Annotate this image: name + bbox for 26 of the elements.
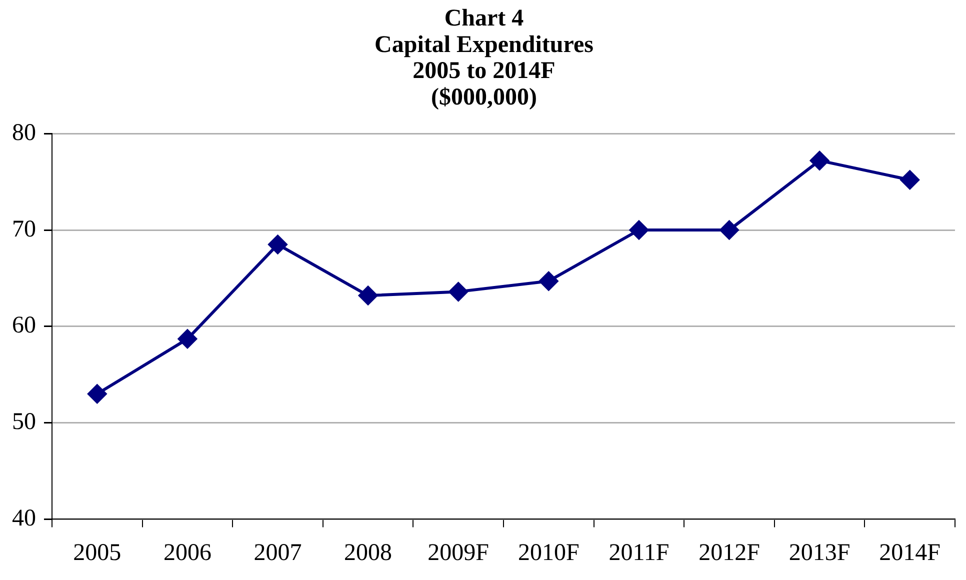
x-tick-label: 2011F: [608, 540, 670, 566]
point: [539, 272, 558, 291]
point: [900, 170, 920, 190]
x-tick-label: 2009F: [428, 540, 490, 566]
x-tick-label: 2014F: [879, 540, 941, 566]
point: [178, 329, 197, 348]
x-tick-label: 2010F: [518, 540, 580, 566]
point: [629, 220, 648, 240]
point: [268, 234, 288, 254]
point: [358, 286, 378, 306]
x-tick-label: 2005: [73, 540, 122, 566]
x-tick-label: 2012F: [698, 540, 760, 566]
y-tick-label: 80: [12, 120, 36, 146]
x-tick-label: 2006: [163, 540, 212, 566]
point: [810, 151, 830, 170]
point: [448, 282, 468, 302]
point: [88, 384, 107, 404]
y-tick-label: 40: [12, 505, 36, 532]
point: [720, 220, 739, 240]
y-tick-label: 60: [12, 312, 36, 339]
y-tick-label: 70: [12, 216, 36, 242]
x-tick-label: 2007: [254, 540, 302, 566]
x-tick-label: 2008: [344, 540, 392, 566]
y-tick-label: 50: [12, 409, 36, 436]
chart-title: Chart 4 Capital Expenditures 2005 to 2014F ($000,000): [374, 5, 594, 111]
x-tick-label: 2013F: [788, 540, 850, 566]
